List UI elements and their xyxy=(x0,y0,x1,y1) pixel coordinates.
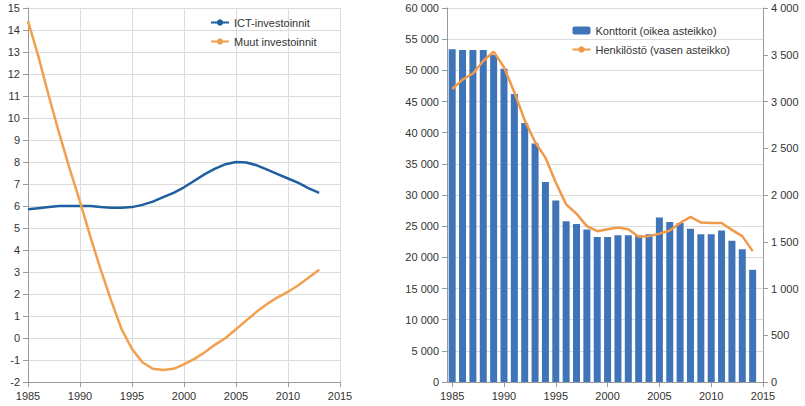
svg-text:10 000: 10 000 xyxy=(405,314,439,326)
svg-text:3: 3 xyxy=(14,266,20,278)
svg-text:50 000: 50 000 xyxy=(405,64,439,76)
svg-text:2000: 2000 xyxy=(595,390,619,402)
svg-text:7: 7 xyxy=(14,178,20,190)
svg-text:14: 14 xyxy=(8,24,20,36)
svg-text:2: 2 xyxy=(14,288,20,300)
svg-text:2015: 2015 xyxy=(328,390,352,402)
svg-text:10: 10 xyxy=(8,112,20,124)
svg-text:1995: 1995 xyxy=(544,390,568,402)
svg-text:35 000: 35 000 xyxy=(405,158,439,170)
svg-text:-2: -2 xyxy=(10,376,20,388)
svg-text:1990: 1990 xyxy=(68,390,92,402)
svg-text:13: 13 xyxy=(8,46,20,58)
svg-text:1990: 1990 xyxy=(492,390,516,402)
svg-text:3 500: 3 500 xyxy=(771,49,799,61)
svg-text:25 000: 25 000 xyxy=(405,220,439,232)
svg-text:5 000: 5 000 xyxy=(411,345,439,357)
svg-text:11: 11 xyxy=(9,90,20,102)
svg-text:9: 9 xyxy=(14,134,20,146)
svg-text:1985: 1985 xyxy=(16,390,40,402)
svg-text:6: 6 xyxy=(14,200,20,212)
svg-text:500: 500 xyxy=(771,329,789,341)
svg-text:3 000: 3 000 xyxy=(771,96,799,108)
svg-text:5: 5 xyxy=(14,222,20,234)
svg-text:1995: 1995 xyxy=(120,390,144,402)
svg-text:8: 8 xyxy=(14,156,20,168)
svg-text:2 500: 2 500 xyxy=(771,142,799,154)
svg-text:15 000: 15 000 xyxy=(405,283,439,295)
svg-text:Muut investoinnit: Muut investoinnit xyxy=(234,36,317,48)
svg-text:0: 0 xyxy=(433,376,439,388)
svg-text:0: 0 xyxy=(14,332,20,344)
svg-text:30 000: 30 000 xyxy=(405,189,439,201)
svg-text:1: 1 xyxy=(14,310,20,322)
svg-text:40 000: 40 000 xyxy=(405,127,439,139)
svg-text:ICT-investoinnit: ICT-investoinnit xyxy=(234,17,310,29)
svg-text:Konttorit (oikea asteikko): Konttorit (oikea asteikko) xyxy=(595,25,716,37)
svg-text:2 000: 2 000 xyxy=(771,189,799,201)
svg-text:4 000: 4 000 xyxy=(771,2,799,14)
svg-text:55 000: 55 000 xyxy=(405,33,439,45)
svg-text:2005: 2005 xyxy=(224,390,248,402)
svg-text:45 000: 45 000 xyxy=(405,96,439,108)
svg-text:Henkilöstö (vasen asteikko): Henkilöstö (vasen asteikko) xyxy=(595,44,730,56)
svg-text:15: 15 xyxy=(8,2,20,14)
svg-text:0: 0 xyxy=(771,376,777,388)
svg-text:2015: 2015 xyxy=(751,390,775,402)
svg-text:2000: 2000 xyxy=(172,390,196,402)
svg-text:2005: 2005 xyxy=(647,390,671,402)
svg-text:1985: 1985 xyxy=(440,390,464,402)
svg-text:60 000: 60 000 xyxy=(405,2,439,14)
svg-text:2010: 2010 xyxy=(276,390,300,402)
svg-text:2010: 2010 xyxy=(699,390,723,402)
svg-text:1 000: 1 000 xyxy=(771,283,799,295)
svg-text:12: 12 xyxy=(8,68,20,80)
svg-text:1 500: 1 500 xyxy=(771,236,799,248)
svg-text:4: 4 xyxy=(14,244,20,256)
svg-text:-1: -1 xyxy=(10,354,20,366)
svg-text:20 000: 20 000 xyxy=(405,251,439,263)
